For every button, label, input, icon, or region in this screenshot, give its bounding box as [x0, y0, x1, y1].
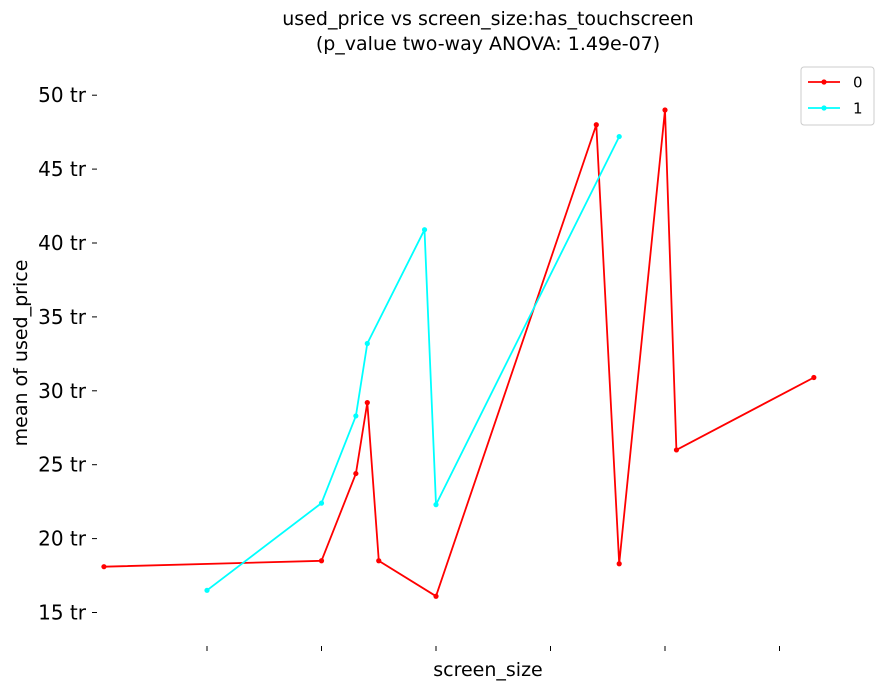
data-point: [376, 558, 382, 564]
legend-label: 0: [853, 74, 863, 92]
data-point: [673, 447, 680, 453]
legend-item-0: 0: [808, 74, 863, 92]
data-point: [433, 502, 439, 508]
y-tick-label: 35 tr: [38, 305, 87, 329]
legend-marker: [821, 79, 827, 85]
legend-marker: [821, 105, 827, 111]
data-point: [616, 133, 622, 140]
plot-area: [101, 107, 817, 599]
chart-title-line-1: used_price vs screen_size:has_touchscree…: [282, 8, 693, 30]
data-point: [318, 500, 325, 506]
data-point: [662, 107, 668, 113]
data-point: [616, 561, 622, 567]
data-point: [101, 564, 107, 570]
data-point: [318, 558, 325, 564]
y-tick-label: 30 tr: [38, 379, 87, 403]
legend-label: 1: [853, 100, 863, 118]
x-axis: [206, 646, 780, 651]
data-point: [204, 587, 210, 593]
y-tick-label: 15 tr: [38, 601, 87, 625]
data-point: [433, 593, 439, 599]
data-point: [353, 470, 359, 477]
y-tick-label: 45 tr: [38, 157, 87, 181]
series-0: [101, 107, 817, 599]
y-axis: 15 tr 20 tr 25 tr 30 tr 35 tr 40 tr 45 tr 50 tr: [38, 83, 97, 625]
chart-title-line-2: (p_value two-way ANOVA: 1.49e-07): [316, 33, 660, 55]
series-1: [204, 133, 622, 593]
data-point: [364, 400, 370, 406]
y-tick-label: 40 tr: [38, 231, 87, 255]
y-axis-label: mean of used_price: [10, 260, 32, 447]
legend-box: [800, 66, 875, 126]
y-tick-label: 20 tr: [38, 527, 87, 551]
y-tick-label: 50 tr: [38, 83, 87, 107]
series-line: [206, 136, 621, 592]
legend-item-1: 1: [808, 100, 863, 118]
series-line: [103, 109, 815, 598]
data-point: [364, 340, 370, 347]
data-point: [353, 413, 359, 419]
data-point: [421, 227, 428, 233]
chart-title: used_price vs screen_size:has_touchscree…: [282, 8, 693, 55]
x-axis-label: screen_size: [433, 659, 543, 681]
data-point: [811, 374, 817, 381]
data-point: [593, 122, 599, 128]
legend: 01: [800, 66, 875, 126]
y-tick-label: 25 tr: [38, 453, 87, 477]
